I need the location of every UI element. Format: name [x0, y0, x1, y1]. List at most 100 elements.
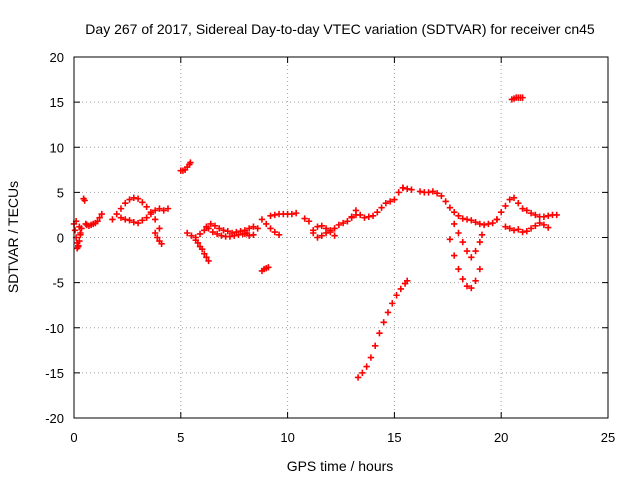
- series-arc-6: [203, 220, 257, 237]
- series-dip-18: [446, 236, 484, 292]
- data-point: [117, 214, 125, 221]
- data-point: [384, 309, 392, 316]
- data-point: [408, 186, 415, 193]
- data-point: [164, 205, 172, 212]
- data-point: [519, 228, 526, 236]
- data-point: [468, 284, 475, 292]
- data-point: [74, 245, 81, 252]
- data-point: [314, 223, 321, 230]
- data-point: [506, 225, 513, 232]
- data-point: [438, 192, 445, 200]
- series-low-9: [258, 264, 272, 275]
- data-point: [82, 220, 89, 228]
- data-point: [192, 234, 199, 241]
- x-tick-label: 20: [494, 430, 508, 445]
- data-point: [143, 214, 150, 221]
- data-point: [498, 209, 505, 216]
- y-tick-label: -5: [52, 276, 64, 291]
- data-point: [233, 228, 240, 236]
- data-point: [98, 210, 105, 218]
- data-point: [544, 212, 552, 220]
- data-point: [442, 198, 449, 205]
- data-point: [463, 247, 471, 255]
- data-point: [96, 214, 103, 221]
- data-markers: [70, 94, 560, 381]
- series-late-20b: [502, 219, 552, 236]
- data-point: [468, 254, 475, 261]
- data-point: [158, 240, 165, 248]
- data-point: [335, 221, 343, 229]
- data-point: [489, 219, 496, 227]
- data-point: [265, 264, 272, 271]
- series-late-20: [493, 194, 560, 223]
- data-point: [451, 220, 458, 228]
- y-tick-label: 0: [57, 231, 64, 246]
- data-point: [245, 232, 253, 239]
- data-point: [359, 369, 366, 377]
- series-peak-15-17: [399, 184, 441, 197]
- y-tick-label: 10: [50, 140, 64, 155]
- data-point: [532, 222, 539, 229]
- data-point: [502, 223, 509, 230]
- data-point: [429, 188, 437, 195]
- data-point: [207, 220, 214, 228]
- data-point: [485, 220, 492, 228]
- data-point: [455, 229, 462, 237]
- data-point: [126, 196, 133, 203]
- data-point: [134, 219, 142, 227]
- data-point: [361, 214, 368, 221]
- data-point: [314, 234, 321, 241]
- data-point: [455, 212, 462, 220]
- series-lower-11: [310, 222, 338, 239]
- data-point: [472, 218, 479, 226]
- data-point: [367, 354, 375, 361]
- data-point: [216, 225, 223, 232]
- grid-lines: [74, 57, 608, 418]
- data-point: [380, 319, 387, 326]
- data-point: [369, 212, 377, 220]
- data-point: [305, 218, 313, 225]
- series-early-1: [80, 195, 105, 229]
- data-point: [196, 230, 204, 238]
- data-point: [275, 231, 283, 238]
- x-tick-label: 5: [177, 430, 184, 445]
- data-point: [211, 222, 219, 229]
- data-point: [399, 184, 407, 192]
- data-point: [94, 218, 101, 225]
- data-point: [480, 221, 488, 229]
- data-point: [544, 224, 552, 231]
- data-point: [532, 211, 539, 219]
- data-point: [113, 210, 120, 218]
- data-point: [363, 363, 370, 370]
- series-drop-6: [192, 234, 212, 265]
- data-point: [459, 215, 466, 222]
- data-point: [510, 227, 518, 234]
- data-point: [365, 213, 372, 220]
- data-point: [292, 209, 300, 217]
- x-tick-label: 15: [387, 430, 401, 445]
- data-point: [371, 342, 379, 349]
- data-point: [109, 216, 116, 223]
- data-point: [288, 210, 296, 218]
- data-point: [258, 216, 266, 223]
- data-point: [502, 202, 509, 210]
- data-point: [245, 225, 253, 232]
- data-point: [237, 227, 244, 235]
- data-point: [156, 225, 163, 232]
- series-descent: [354, 277, 411, 381]
- data-point: [122, 216, 129, 223]
- data-point: [510, 194, 518, 201]
- data-point: [374, 209, 381, 216]
- data-point: [391, 196, 398, 203]
- y-axis-title: SDTVAR / TECUs: [5, 181, 21, 293]
- data-point: [205, 257, 212, 265]
- data-point: [331, 232, 338, 239]
- data-point: [271, 228, 278, 236]
- data-point: [493, 216, 501, 223]
- y-tick-label: 15: [50, 95, 64, 110]
- series-start-cluster: [70, 218, 85, 252]
- data-point: [263, 220, 270, 228]
- data-point: [77, 229, 84, 237]
- y-tick-label: 5: [57, 185, 64, 200]
